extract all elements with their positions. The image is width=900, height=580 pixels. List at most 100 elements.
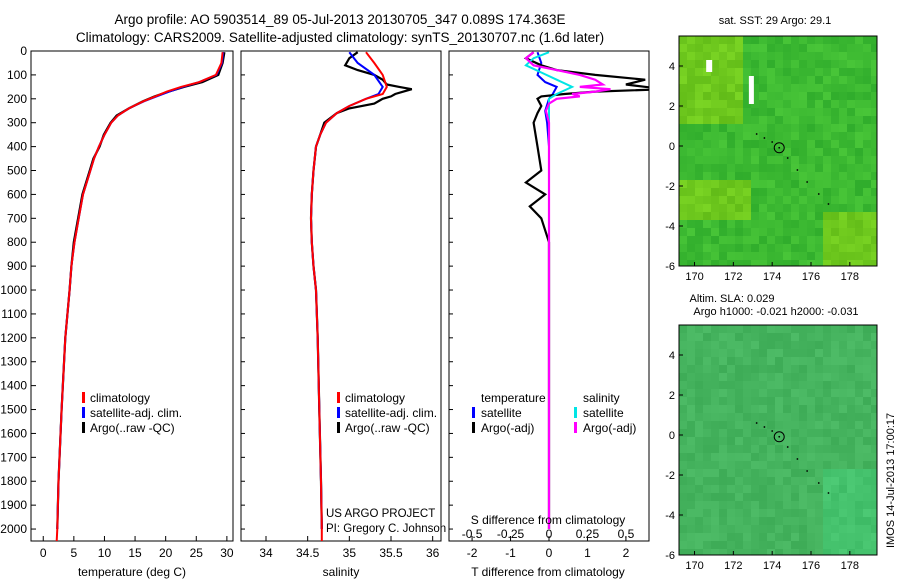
salinity-legend: climatology satellite-adj. clim. Argo(..… [337,391,437,435]
map-cell [831,453,840,462]
map-cell [679,325,688,334]
map-cell [791,116,800,125]
map-cell [807,389,816,398]
map-cell [799,212,808,221]
map-cell [823,148,832,157]
map-cell [695,220,704,229]
map-cell [687,196,696,205]
y-tick-label: 2 [669,101,675,113]
map-cell [679,381,688,390]
map-cell [719,148,728,157]
map-cell [847,44,856,53]
map-cell [759,413,768,422]
map-cell [719,389,728,398]
map-cell [831,389,840,398]
map-cell [799,517,808,526]
map-cell [799,541,808,550]
map-cell [871,236,877,245]
map-cell [711,453,720,462]
x-tick-label: 5 [71,546,78,560]
map-cell [847,60,856,69]
legend-label-argo: Argo(..raw -QC) [345,421,430,435]
map-cell [831,461,840,470]
map-cell [767,108,776,117]
map-cell [727,196,736,205]
map-cell [775,92,784,101]
map-cell [727,132,736,141]
map-cell [871,52,877,61]
map-cell [839,236,848,245]
map-cell [871,517,877,526]
map-cell [743,196,752,205]
map-cell [791,541,800,550]
map-cell [679,220,688,229]
map-cell [751,549,760,555]
map-cell [735,341,744,350]
map-cell [823,437,832,446]
map-cell [799,244,808,253]
x-tick-label: 176 [802,560,820,572]
map-cell [799,132,808,141]
map-cell [807,501,816,510]
map-cell [847,405,856,414]
map-cell [695,453,704,462]
map-cell [695,413,704,422]
map-cell [719,156,728,165]
map-cell [687,108,696,117]
legend-label-t-argo: Argo(-adj) [481,421,534,435]
map-cell [783,469,792,478]
map-cell [751,453,760,462]
x-tick-label: 10 [98,546,112,560]
map-cell [783,124,792,133]
map-cell [735,493,744,502]
map-cell [719,469,728,478]
map-cell [775,236,784,245]
map-cell [719,100,728,109]
map-cell [775,549,784,555]
x-tick-label: 34 [259,546,273,560]
map-cell [687,84,696,93]
map-cell [855,44,864,53]
map-cell [679,164,688,173]
map-cell [863,357,872,366]
map-cell [711,164,720,173]
map-cell [687,405,696,414]
map-cell [727,413,736,422]
map-cell [807,244,816,253]
map-cell [695,100,704,109]
map-cell [767,92,776,101]
map-cell [743,381,752,390]
map-cell [871,188,877,197]
map-cell [799,172,808,181]
map-cell [839,228,848,237]
map-cell [855,92,864,101]
map-cell [759,509,768,518]
map-cell [863,116,872,125]
map-cell [703,469,712,478]
map-cell [767,509,776,518]
map-cell [839,525,848,534]
map-cell [759,228,768,237]
map-cell [735,52,744,61]
map-cell [743,357,752,366]
map-cell [783,164,792,173]
map-cell [831,357,840,366]
map-cell [735,156,744,165]
x-tick-label: 174 [763,560,781,572]
map-cell [687,381,696,390]
map-cell [823,172,832,181]
map-cell [767,44,776,53]
map-cell [791,100,800,109]
map-cell [831,84,840,93]
map-cell [687,252,696,261]
map-cell [751,76,760,85]
map-cell [767,260,776,266]
map-cell [687,349,696,358]
map-cell [751,44,760,53]
map-cell [727,365,736,374]
map-cell [679,108,688,117]
map-cell [775,461,784,470]
map-cell [807,469,816,478]
map-cell [815,461,824,470]
track-point [771,430,774,432]
